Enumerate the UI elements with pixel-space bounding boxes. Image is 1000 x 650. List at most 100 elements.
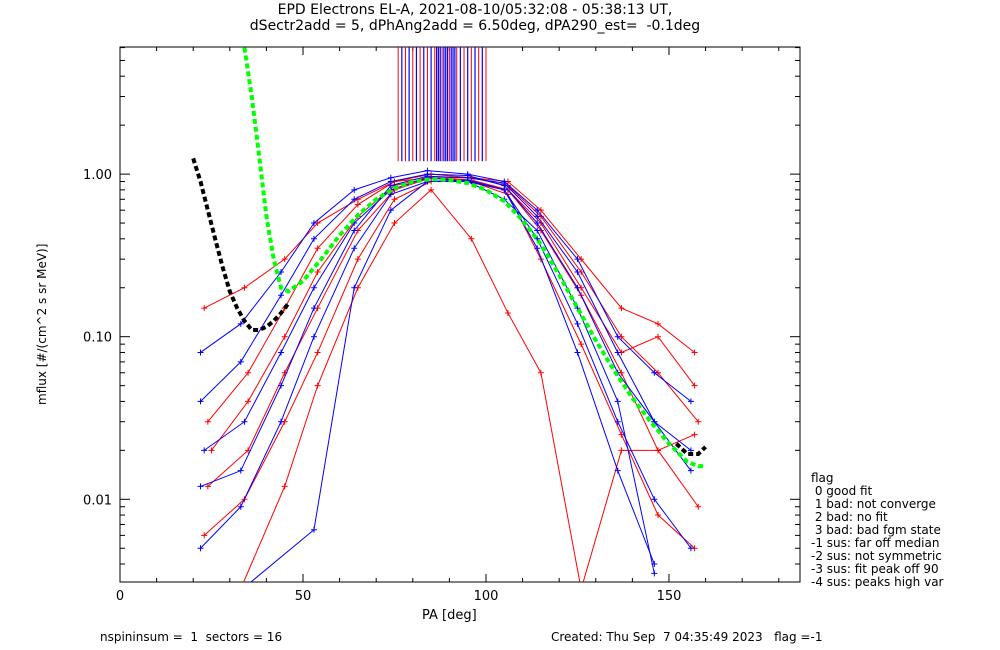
blue-data-point [574,256,581,263]
red-data-point [468,235,475,242]
x-tick-label: 0 [116,589,124,604]
red-spectrum-line [203,181,695,549]
blue-spectrum-line [250,181,655,582]
blue-data-point [237,320,244,327]
blue-data-point [651,369,658,376]
y-tick-label: 0.01 [83,493,112,508]
blue-data-point [387,207,394,214]
plot-area [191,47,707,600]
blue-data-point [614,467,621,474]
red-data-point [654,333,661,340]
chart-title-line-1: EPD Electrons EL-A, 2021-08-10/05:32:08 … [277,2,673,18]
blue-data-point [237,503,244,510]
blue-spectrum-line [200,175,692,487]
blue-data-point [614,349,621,356]
blue-data-point [501,186,508,193]
blue-data-point [310,333,317,340]
black-fit-curve [674,442,707,456]
red-data-point [618,447,625,454]
blue-data-point [687,398,694,405]
red-data-point [691,431,698,438]
red-data-point [314,245,321,252]
legend-entry: -1 sus: far off median [811,536,940,550]
red-data-point [234,594,240,600]
blue-data-point [310,284,317,291]
x-tick-label: 100 [474,589,499,604]
blue-data-point [351,245,358,252]
blue-data-point [278,349,285,356]
red-data-point [314,382,321,389]
blue-data-point [278,418,285,425]
red-spectrum-line [203,177,695,353]
red-data-point [391,220,398,227]
legend-entry: -4 sus: peaks high var [811,575,944,589]
blue-data-point [351,227,358,234]
red-data-point [314,269,321,276]
blue-data-point [197,398,204,405]
red-data-point [654,320,661,327]
blue-data-point [574,284,581,291]
red-data-point [391,196,398,203]
blue-data-point [687,467,694,474]
y-axis-label: mflux [#/(cm^2 s sr MeV)] [35,243,49,405]
blue-data-point [651,496,658,503]
blue-data-point [574,320,581,327]
red-data-point [578,341,585,348]
blue-data-point [574,349,581,356]
blue-data-point [614,398,621,405]
red-data-point [314,349,321,356]
blue-spectrum-line [203,177,655,565]
legend-entry: 1 bad: not converge [811,497,936,511]
blue-data-point [424,167,431,174]
red-data-point [354,256,361,263]
blue-data-point [241,418,248,425]
blue-data-point [687,545,694,552]
blue-data-point [310,305,317,312]
footer-left: nspininsum = 1 sectors = 16 [100,630,283,644]
green-fit-curve [242,47,706,469]
blue-data-point [387,174,394,181]
blue-data-point [614,333,621,340]
y-tick-label: 1.00 [83,168,112,183]
red-spectrum-line [207,173,699,423]
red-data-point [537,369,544,376]
red-data-point [504,309,511,316]
blue-spectrum-line [200,173,692,451]
red-data-point [281,483,288,490]
blue-data-point [278,292,285,299]
blue-data-point [534,213,541,220]
blue-data-point [310,220,317,227]
blue-data-point [534,245,541,252]
blue-data-point [201,447,208,454]
blue-data-point [351,186,358,193]
blue-data-point [310,526,317,533]
legend-entry: 0 good fit [811,484,873,498]
legend-entry: -3 sus: fit peak off 90 [811,562,939,576]
red-data-point [281,333,288,340]
x-tick-label: 50 [295,589,312,604]
legend-entry: 3 bad: bad fgm state [811,523,941,537]
red-data-point [618,305,625,312]
blue-data-point [351,284,358,291]
legend-entry: -2 sus: not symmetric [811,549,942,563]
legend-entry: 2 bad: no fit [811,510,888,524]
blue-data-point [197,483,204,490]
blue-data-point [387,182,394,189]
blue-data-point [651,570,658,577]
blue-data-point [351,196,358,203]
red-data-point [695,418,702,425]
red-spectrum-line [211,177,695,451]
blue-data-point [501,180,508,187]
red-data-point [691,382,698,389]
red-data-point [281,256,288,263]
blue-data-point [197,349,204,356]
red-data-point [654,447,661,454]
blue-spectrum-line [200,170,692,402]
red-data-point [245,398,252,405]
red-data-point [578,586,584,592]
x-tick-label: 150 [657,589,682,604]
blue-data-point [278,382,285,389]
red-data-point [204,418,211,425]
blue-spectrum-line [200,179,692,549]
